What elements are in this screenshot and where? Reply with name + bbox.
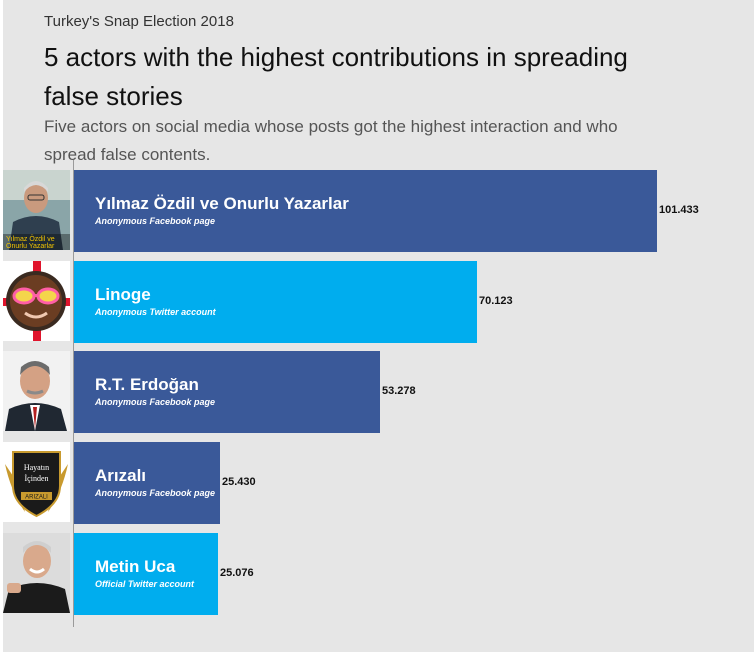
bar-row: Hayatın İçinden ARIZALI Arızalı Anonymous Fa… — [0, 442, 754, 524]
bar: R.T. Erdoğan Anonymous Facebook page — [74, 351, 380, 433]
politician-portrait-icon — [3, 351, 70, 431]
bar: Arızalı Anonymous Facebook page — [74, 442, 220, 524]
bar-category-label: Metin Uca — [95, 557, 176, 576]
bar-category-label: Arızalı — [95, 466, 147, 485]
bar-category-label: Linoge — [95, 285, 151, 304]
bar-account-type-label: Anonymous Twitter account — [95, 307, 216, 317]
bar-value-label: 25.430 — [222, 476, 256, 488]
bar-row: R.T. Erdoğan Anonymous Facebook page 53.27… — [0, 351, 754, 433]
chart-title: 5 actors with the highest contributions … — [44, 42, 628, 111]
bar-value-label: 25.076 — [220, 567, 254, 579]
bar-value-label: 70.123 — [479, 295, 513, 307]
bar-row: Yılmaz Özdil ve Onurlu Yazarlar Yılmaz Özd… — [0, 170, 754, 252]
bar-value-label: 101.433 — [659, 204, 699, 216]
bar-account-type-label: Official Twitter account — [95, 579, 195, 589]
bar: Linoge Anonymous Twitter account — [74, 261, 477, 343]
bar-account-type-label: Anonymous Facebook page — [95, 397, 216, 407]
bar-account-type-label: Anonymous Facebook page — [95, 216, 216, 226]
chart-axis-line — [73, 160, 74, 627]
svg-text:Onurlu Yazarlar: Onurlu Yazarlar — [6, 243, 55, 250]
bar-category-label: R.T. Erdoğan — [95, 375, 199, 394]
sunglasses-avatar-icon — [3, 261, 70, 341]
svg-text:İçinden: İçinden — [25, 474, 49, 483]
bar-category-label: Yılmaz Özdil ve Onurlu Yazarlar — [95, 194, 349, 213]
svg-text:ARIZALI: ARIZALI — [25, 495, 48, 501]
bar-row: Linoge Anonymous Twitter account 70.123 — [0, 261, 754, 343]
svg-text:Yılmaz Özdil ve: Yılmaz Özdil ve — [6, 235, 55, 243]
svg-text:Hayatın: Hayatın — [24, 463, 49, 472]
man-portrait-icon: Yılmaz Özdil ve Onurlu Yazarlar — [3, 170, 70, 250]
chart-kicker: Turkey's Snap Election 2018 — [44, 13, 234, 30]
bar: Metin Uca Official Twitter account — [74, 533, 218, 615]
bar: Yılmaz Özdil ve Onurlu Yazarlar Anonymous… — [74, 170, 657, 252]
chart-subtitle: Five actors on social media whose posts … — [44, 117, 618, 164]
bar-row: Metin Uca Official Twitter account 25.076 — [0, 533, 754, 615]
winged-shield-logo-icon: Hayatın İçinden ARIZALI — [3, 442, 70, 522]
smiling-man-portrait-icon — [3, 533, 70, 613]
bar-account-type-label: Anonymous Facebook page — [95, 488, 216, 498]
bar-value-label: 53.278 — [382, 385, 416, 397]
